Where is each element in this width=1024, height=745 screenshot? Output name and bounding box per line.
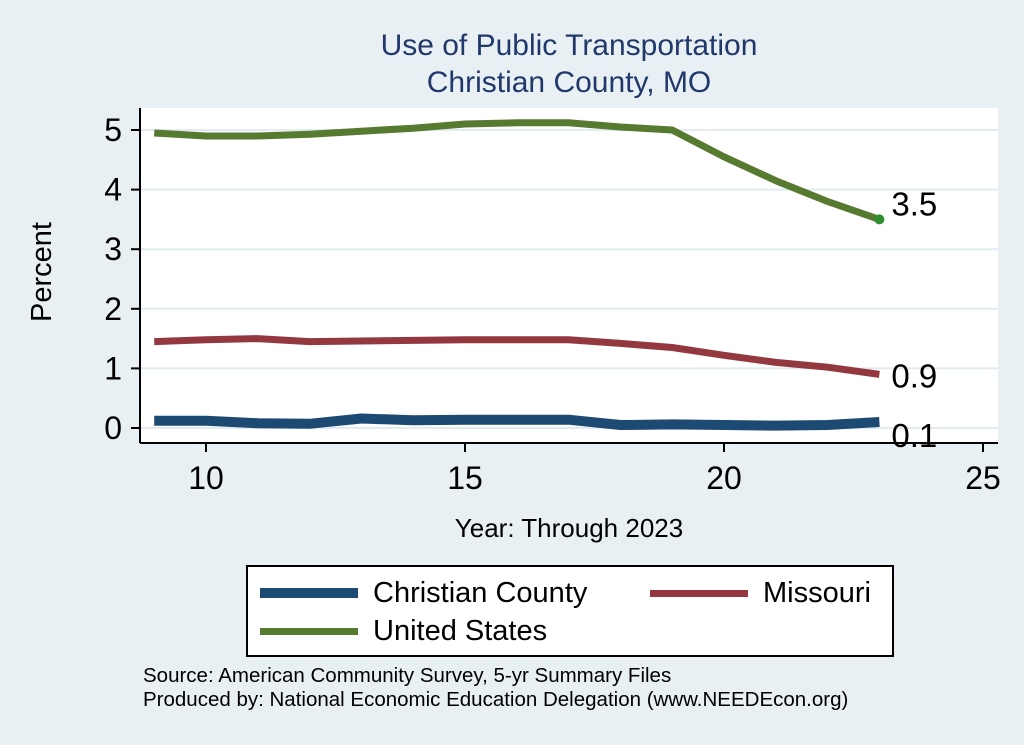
- chart-title-line1: Use of Public Transportation: [380, 29, 758, 62]
- chart-title-line2: Christian County, MO: [426, 66, 712, 99]
- legend-swatch-missouri: [650, 589, 748, 597]
- y-tick-label-0: 0: [104, 410, 122, 446]
- source-line: Source: American Community Survey, 5-yr …: [143, 664, 672, 687]
- line-missouri: [154, 335, 880, 378]
- legend-item-united-states: United States: [260, 612, 547, 650]
- y-tick-label-2: 2: [104, 291, 122, 327]
- end-label-christian-county: 0.1: [891, 417, 937, 454]
- legend-item-christian-county: Christian County: [260, 574, 587, 612]
- legend: Christian County Missouri United States: [246, 565, 894, 657]
- legend-label-united-states: United States: [373, 614, 548, 647]
- x-tick-label-20: 20: [706, 460, 742, 496]
- x-tick-label-15: 15: [447, 460, 483, 496]
- x-tick-label-10: 10: [188, 460, 224, 496]
- y-tick-label-4: 4: [104, 172, 122, 208]
- x-tick-label-25: 25: [965, 460, 1001, 496]
- plot-area: [140, 108, 998, 443]
- y-tick-label-1: 1: [104, 350, 122, 386]
- legend-label-christian-county: Christian County: [373, 576, 588, 609]
- end-marker-united-states: [874, 214, 885, 225]
- source-note: Source: American Community Survey, 5-yr …: [143, 664, 848, 712]
- y-tick-label-3: 3: [104, 231, 122, 267]
- line-christian-county: [154, 413, 880, 431]
- legend-swatch-united-states: [260, 627, 358, 635]
- y-tick-label-5: 5: [104, 112, 122, 148]
- produced-by-line: Produced by: National Economic Education…: [143, 688, 849, 711]
- legend-item-missouri: Missouri: [650, 574, 871, 612]
- line-united-states: [153, 119, 881, 223]
- legend-swatch-christian-county: [260, 588, 358, 598]
- end-label-missouri: 0.9: [891, 357, 937, 394]
- legend-label-missouri: Missouri: [763, 576, 871, 609]
- chart-title: Use of Public Transportation Christian C…: [140, 27, 998, 101]
- y-axis-label: Percent: [26, 222, 58, 322]
- end-label-united-states: 3.5: [891, 185, 937, 222]
- x-axis-label: Year: Through 2023: [454, 513, 684, 543]
